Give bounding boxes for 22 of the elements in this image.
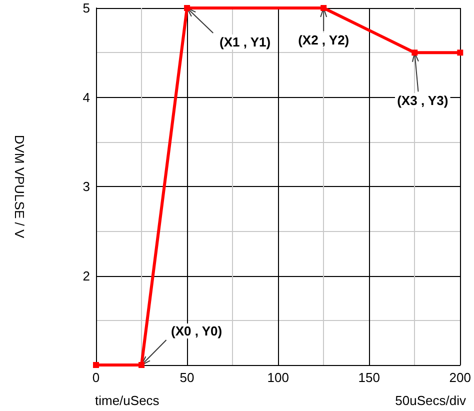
point [138,362,145,368]
x-tick-label: 50 [180,370,194,385]
y-axis-title: DVM VPULSE / V [12,134,27,238]
point [457,50,464,56]
point [412,50,418,56]
text: 50uSecs/div [395,393,466,408]
x-tick-label: 0 [92,370,100,385]
y-tick-label: 4 [82,90,90,105]
annotation: (X0 , Y0) [170,324,222,338]
annotation: (X2 , Y2) [298,32,350,48]
y-tick-label: 3 [82,179,90,194]
x-tick-label: 200 [449,370,472,385]
annotation: (X3 , Y3) [397,93,448,108]
y-tick-label: 5 [82,0,90,16]
x-tick-label: 100 [267,370,289,385]
point [184,5,190,11]
point [93,362,99,368]
annotation: (X1 , Y1) [220,34,271,50]
x-axis-title: time/uSecs [95,393,160,408]
x-tick-label: 150 [358,370,380,385]
y-tick-label: 2 [82,268,90,284]
point [320,5,327,11]
